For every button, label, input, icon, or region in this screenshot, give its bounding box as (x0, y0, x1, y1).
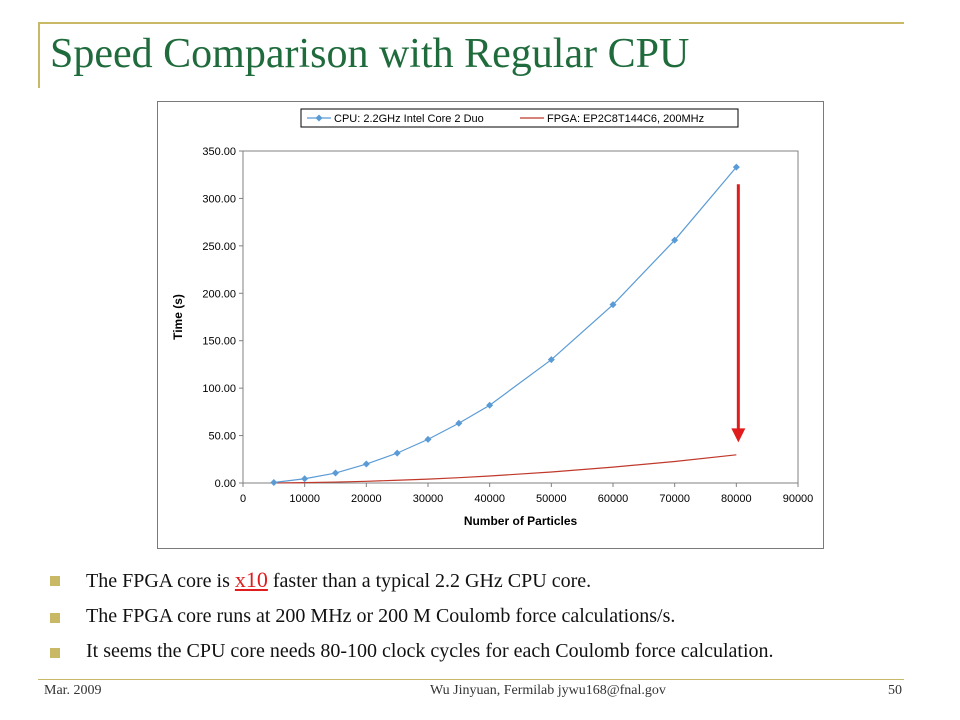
bullet-square-icon (50, 613, 60, 623)
x-tick-label: 80000 (721, 493, 752, 505)
y-tick-label: 350.00 (202, 146, 236, 158)
chart-frame: 0.00 50.00 100.00 150.00 200.00 250.00 300.00 3… (157, 101, 824, 549)
line-chart: 0.00 50.00 100.00 150.00 200.00 250.00 300.00 3… (171, 108, 814, 528)
cpu-data-point (424, 435, 432, 443)
x-tick-label: 90000 (783, 493, 814, 505)
x-tick-label: 60000 (598, 493, 629, 505)
x-tick-label: 20000 (351, 493, 382, 505)
cpu-data-point (301, 475, 309, 483)
cpu-data-point (362, 460, 370, 468)
cpu-data-point (732, 163, 740, 171)
x-axis-title: Number of Particles (464, 514, 578, 528)
y-tick-label: 100.00 (202, 383, 236, 395)
slide-title: Speed Comparison with Regular CPU (50, 31, 690, 77)
cpu-data-point (671, 236, 679, 244)
footer-author: Wu Jinyuan, Fermilab jywu168@fnal.gov (430, 683, 666, 698)
cpu-data-point (455, 419, 463, 427)
y-axis-title: Time (s) (171, 294, 185, 340)
footer-rule (38, 679, 904, 680)
bullet-square-icon (50, 576, 60, 586)
cpu-series-line (273, 166, 737, 484)
x-tick-label: 70000 (659, 493, 690, 505)
x-tick-label: 40000 (474, 493, 505, 505)
y-tick-label: 0.00 (215, 478, 236, 490)
footer-page-number: 50 (888, 683, 902, 698)
x-tick-label: 0 (240, 493, 246, 505)
y-tick-label: 50.00 (208, 431, 236, 443)
bullet-list: The FPGA core is x10 faster than a typic… (50, 567, 950, 674)
bullet-item: It seems the CPU core needs 80-100 clock… (50, 639, 950, 664)
cpu-data-point (332, 469, 339, 477)
x-tick-label: 30000 (413, 493, 444, 505)
legend-label-fpga: FPGA: EP2C8T144C6, 200MHz (547, 113, 704, 125)
cpu-data-point (609, 301, 617, 309)
bullet-text-post: faster than a typical 2.2 GHz CPU core. (267, 570, 592, 592)
footer-date: Mar. 2009 (44, 683, 102, 698)
bullet-square-icon (50, 648, 60, 658)
bullet-item: The FPGA core runs at 200 MHz or 200 M C… (50, 604, 950, 629)
plot-area (242, 150, 799, 484)
x-tick-label: 10000 (289, 493, 320, 505)
cpu-data-point (547, 356, 555, 364)
cpu-data-point (270, 479, 278, 487)
y-tick-label: 200.00 (202, 288, 236, 300)
y-tick-label: 300.00 (202, 193, 236, 205)
bullet-text: It seems the CPU core needs 80-100 clock… (86, 640, 774, 662)
cpu-data-point (393, 449, 401, 457)
top-rule (38, 22, 904, 24)
bullet-text-pre: The FPGA core is (86, 570, 235, 592)
speedup-arrow-head (731, 428, 746, 443)
x-tick-label: 50000 (536, 493, 567, 505)
legend-label-cpu: CPU: 2.2GHz Intel Core 2 Duo (334, 113, 484, 125)
side-rule (38, 22, 40, 88)
fpga-series-line (273, 454, 737, 484)
legend-box (300, 108, 739, 128)
cpu-data-point (486, 401, 494, 409)
bullet-text: The FPGA core runs at 200 MHz or 200 M C… (86, 605, 676, 627)
bullet-item: The FPGA core is x10 faster than a typic… (50, 567, 950, 594)
speedup-highlight: x10 (234, 567, 268, 592)
legend-marker-cpu (315, 114, 323, 122)
y-tick-label: 150.00 (202, 336, 236, 348)
y-tick-label: 250.00 (202, 241, 236, 253)
